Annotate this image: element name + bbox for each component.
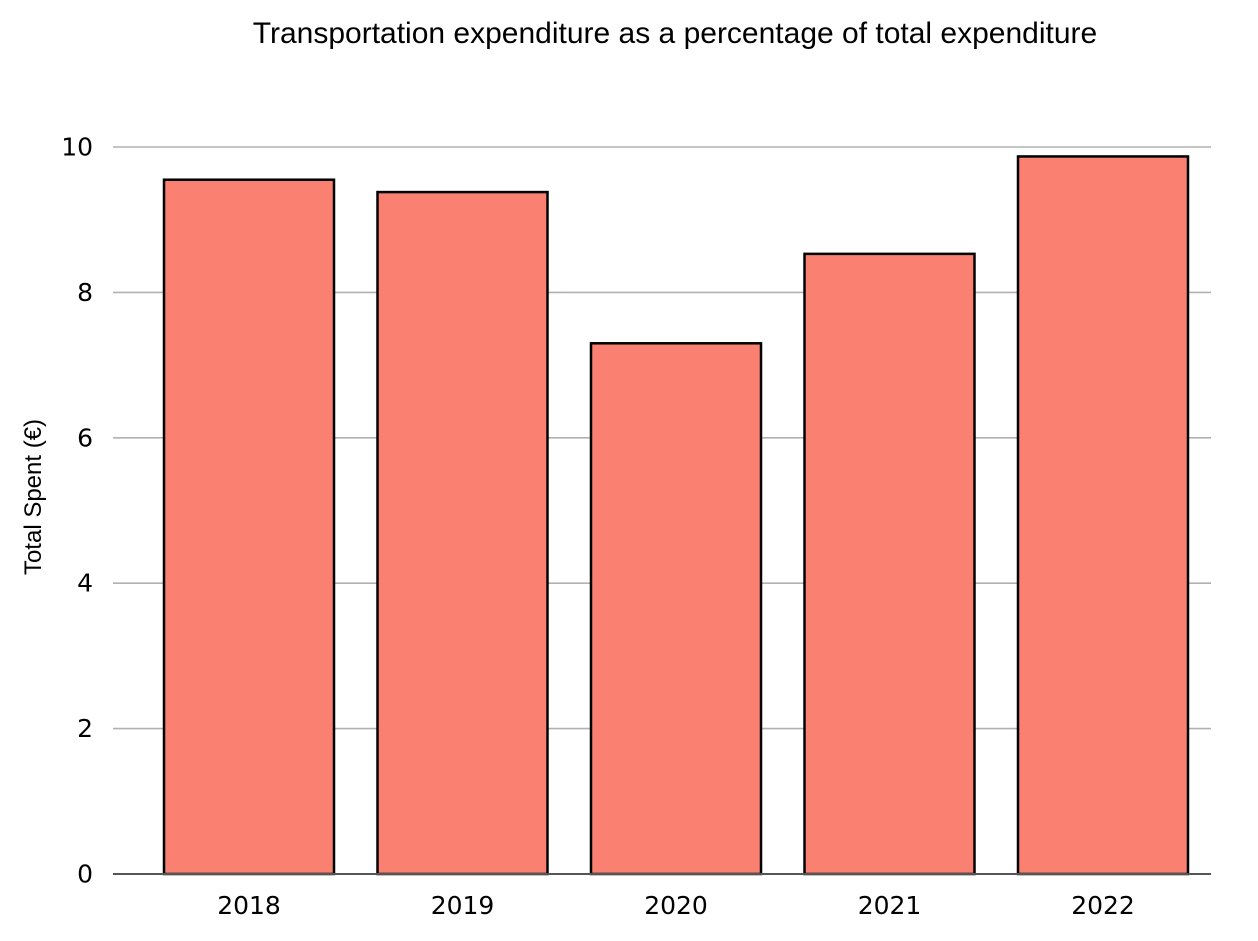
y-tick-label: 4 (77, 569, 93, 598)
x-tick-label: 2019 (431, 891, 495, 920)
y-tick-label: 0 (77, 860, 93, 889)
x-tick-label: 2021 (858, 891, 922, 920)
x-tick-labels: 2018 2019 2020 2021 2022 (217, 891, 1135, 920)
bars (162, 155, 1190, 876)
y-tick-label: 8 (77, 278, 93, 307)
y-tick-label: 6 (77, 423, 93, 452)
chart-title: Transportation expenditure as a percenta… (253, 17, 1097, 50)
bar-2022 (1016, 155, 1190, 876)
x-tick-label: 2022 (1071, 891, 1135, 920)
y-axis-title: Total Spent (€) (20, 419, 47, 575)
bar-2020 (589, 342, 763, 876)
x-tick-label: 2020 (644, 891, 708, 920)
bar-2019 (376, 190, 549, 876)
bar-2021 (803, 252, 976, 876)
y-tick-label: 2 (77, 714, 93, 743)
bar-2018 (162, 178, 336, 876)
y-tick-labels: 0 2 4 6 8 10 (61, 133, 93, 889)
x-tick-label: 2018 (217, 891, 281, 920)
y-tick-label: 10 (61, 133, 93, 162)
